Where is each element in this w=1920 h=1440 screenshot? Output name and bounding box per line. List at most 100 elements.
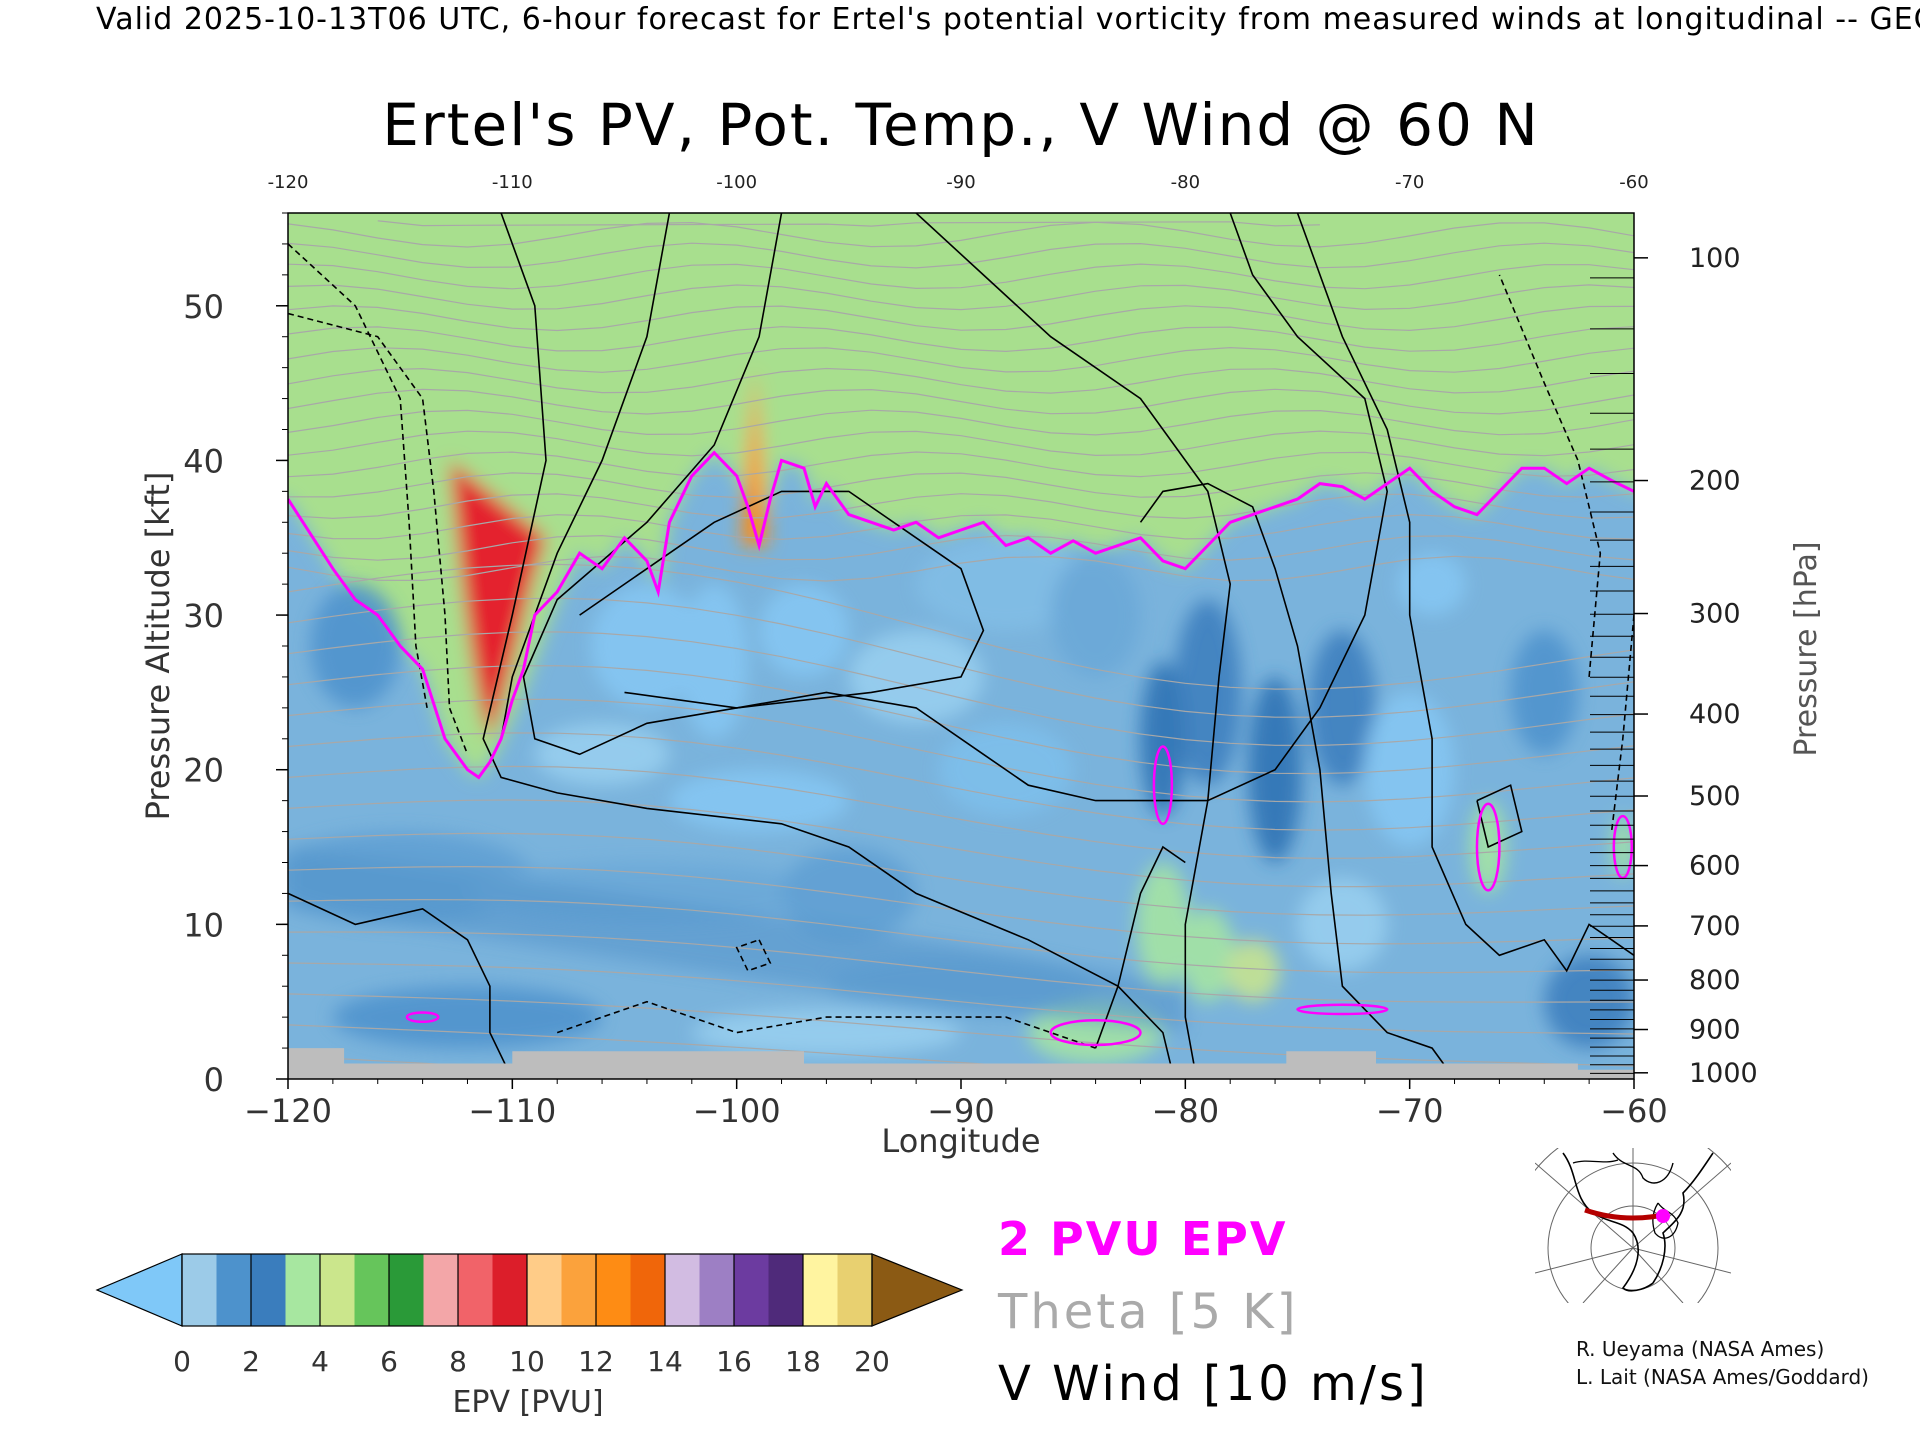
y-axis-label-right: Pressure [hPa]	[1789, 541, 1824, 756]
wind-contour	[579, 490, 985, 709]
credit-line-1: R. Ueyama (NASA Ames)	[1576, 1337, 1825, 1361]
pv-patch	[534, 723, 670, 786]
theta-contour	[288, 832, 1634, 916]
theta-contour	[288, 898, 1634, 974]
wind-contour	[556, 1000, 1096, 1049]
theta-contour	[288, 513, 1634, 540]
colorbar-swatch	[561, 1254, 597, 1326]
globe-map-icon	[1535, 1148, 1731, 1303]
theta-contour	[288, 367, 1634, 394]
colorbar-tick-label: 12	[578, 1345, 614, 1378]
theta-contour	[288, 472, 1634, 499]
pv-patch	[916, 537, 1096, 631]
wind-contour	[915, 213, 1232, 1079]
pv-patch	[1297, 877, 1388, 971]
wind-contour	[288, 243, 428, 709]
pv-patch	[1611, 816, 1634, 878]
pressure-tick-label: 900	[1689, 1015, 1741, 1046]
wind-contour	[1094, 845, 1186, 1049]
pv-patch	[669, 769, 849, 832]
colorbar-tick-label: 8	[449, 1345, 467, 1378]
epv-colorbar: 0 2 4 6 8 10 12 14 16 18 20	[95, 1253, 964, 1378]
x-axis-label: Longitude	[881, 1122, 1040, 1160]
y-axis-label-left: Pressure Altitude [kft]	[139, 472, 177, 821]
pv-patch	[1510, 630, 1578, 755]
y-tick-label: 50	[183, 288, 224, 326]
colorbar-swatch	[492, 1254, 528, 1326]
valid-time-header: Valid 2025-10-13T06 UTC, 6-hour forecast…	[0, 0, 1920, 40]
theta-contour	[288, 765, 1634, 860]
colorbar-tick-label: 2	[242, 1345, 260, 1378]
theta-contour	[288, 563, 1634, 690]
x-tick-label: −80	[1152, 1092, 1220, 1130]
colorbar-swatch	[182, 1254, 218, 1326]
pv-2pvu-contour	[288, 450, 1634, 780]
pv-2pvu-blob	[405, 1011, 440, 1024]
x-tick-label: −100	[693, 1092, 781, 1130]
colorbar-swatch	[665, 1254, 701, 1326]
colorbar-tick-label: 6	[380, 1345, 398, 1378]
theta-contour	[288, 242, 1634, 269]
theta-contour	[288, 931, 1634, 1003]
legend-theta: Theta [5 K]	[997, 1284, 1299, 1340]
theta-contour	[288, 263, 1634, 290]
colorbar-tick-label: 0	[173, 1345, 191, 1378]
y-tick-label: 0	[204, 1061, 224, 1099]
colorbar-label: EPV [PVU]	[452, 1385, 603, 1420]
x-top-tick-label: -70	[1395, 172, 1424, 193]
wind-contour	[500, 213, 671, 739]
pressure-tick-label: 200	[1689, 466, 1741, 497]
colorbar-tick-label: 18	[785, 1345, 821, 1378]
pv-patch	[759, 584, 849, 677]
pv-patch	[691, 1009, 962, 1056]
pv-patch	[590, 584, 704, 708]
pv-patch	[1180, 908, 1235, 1002]
colorbar-tick-label: 10	[509, 1345, 545, 1378]
section-track	[1584, 1207, 1664, 1221]
wind-contour	[735, 939, 772, 972]
x-top-tick-label: -60	[1619, 172, 1648, 193]
colorbar-swatch	[389, 1254, 425, 1326]
pressure-tick-label: 600	[1689, 851, 1741, 882]
x-tick-label: −120	[244, 1092, 332, 1130]
chart-title: Ertel's PV, Pot. Temp., V Wind @ 60 N	[382, 91, 1539, 159]
theta-contour	[288, 305, 1634, 332]
x-top-tick-label: -100	[716, 172, 757, 193]
pv-2pvu-blob	[1296, 1003, 1389, 1016]
theta-contour	[288, 799, 1634, 888]
pv-2pvu-blob	[1152, 745, 1174, 826]
wind-contour	[1139, 482, 1456, 1079]
pressure-tick-label: 100	[1689, 243, 1741, 274]
colorbar-swatch	[734, 1254, 770, 1326]
x-top-tick-label: -110	[492, 172, 533, 193]
pv-patch	[332, 986, 603, 1049]
wind-contour	[288, 312, 469, 755]
colorbar-swatch	[320, 1254, 356, 1326]
colorbar-swatch	[354, 1254, 390, 1326]
colorbar-tick-label: 16	[716, 1345, 752, 1378]
y-tick-label: 30	[183, 597, 224, 635]
colorbar-swatch	[803, 1254, 839, 1326]
colorbar-swatch	[285, 1254, 321, 1326]
pressure-tick-label: 500	[1689, 781, 1741, 812]
y-axis-right-pressure: 100 200 300 400 500 600 700 800 900 1000	[1590, 243, 1758, 1089]
terrain-mask	[288, 1048, 1634, 1079]
x-top-tick-label: -90	[946, 172, 975, 193]
theta-contour	[288, 388, 1634, 415]
pv-patch	[1174, 599, 1242, 786]
theta-contour	[377, 220, 1320, 227]
pv-2pvu-blob	[1475, 802, 1501, 892]
wind-contour	[1498, 274, 1602, 677]
x-top-tick-label: -80	[1171, 172, 1200, 193]
theta-contour	[288, 430, 1634, 457]
colorbar-swatch	[699, 1254, 735, 1326]
pv-patch	[1225, 939, 1280, 1002]
theta-contour	[288, 346, 1634, 373]
colorbar-swatch	[630, 1254, 666, 1326]
wind-contour	[1476, 784, 1523, 849]
colorbar-swatch	[458, 1254, 494, 1326]
credit-line-2: L. Lait (NASA Ames/Goddard)	[1576, 1365, 1869, 1389]
location-marker	[1656, 1209, 1670, 1223]
wind-contour	[482, 213, 1175, 1079]
colorbar-under-arrow	[95, 1253, 183, 1327]
